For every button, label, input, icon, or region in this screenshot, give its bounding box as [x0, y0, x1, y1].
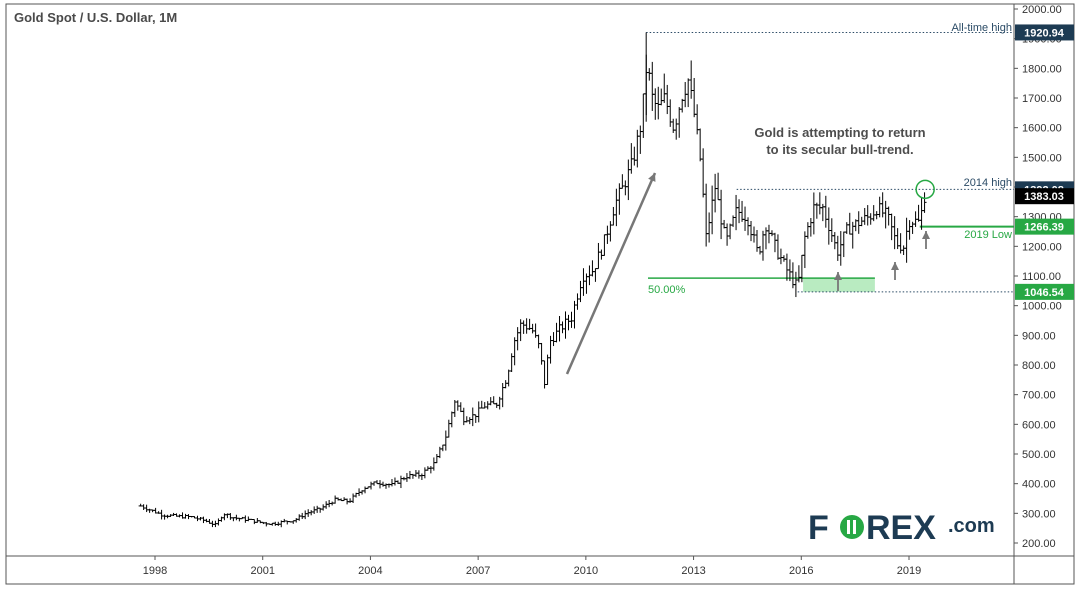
y-tick-label: 500.00 [1022, 449, 1056, 461]
y-tick-label: 1700.00 [1022, 93, 1062, 105]
low-2019-tag-bg [1015, 218, 1074, 235]
price-bars [138, 32, 927, 528]
y-tick-label: 1800.00 [1022, 63, 1062, 75]
y-tick-label: 1600.00 [1022, 123, 1062, 135]
fib-zone-fill [803, 278, 875, 292]
x-tick-label: 1998 [143, 565, 167, 577]
support-arrow-1-head [834, 272, 842, 280]
current-price-tag-bg [1015, 188, 1074, 205]
note-line-1: Gold is attempting to return [754, 125, 925, 140]
breakout-highlight-circle [915, 179, 935, 200]
x-tick-label: 2013 [681, 565, 705, 577]
y-tick-label: 200.00 [1022, 538, 1056, 550]
x-tick-label: 2007 [466, 565, 490, 577]
y-tick-label: 1100.00 [1022, 271, 1061, 283]
forex-logo: F REX .com [808, 509, 995, 547]
y-tick-label: 1000.00 [1022, 301, 1062, 313]
x-axis-ticks: 1998 2001 2004 2007 2010 2013 2016 2019 [143, 556, 921, 577]
logo-o-bar-1 [847, 520, 850, 534]
current-price-tag: 1383.03 [1024, 191, 1064, 203]
logo-o-bar-2 [853, 520, 856, 534]
all-time-high-tag-bg [1015, 24, 1074, 41]
low-2019-label: 2019 Low [964, 229, 1012, 241]
y-tick-label: 400.00 [1022, 479, 1056, 491]
note-line-2: to its secular bull-trend. [766, 142, 913, 157]
x-tick-label: 2004 [358, 565, 382, 577]
support-arrow-3-head [922, 231, 930, 239]
y-tick-label: 1500.00 [1022, 152, 1062, 164]
x-tick-label: 2016 [789, 565, 813, 577]
support-arrow-2-head [891, 262, 899, 270]
low-2019-tag: 1266.39 [1024, 222, 1064, 234]
annotation-arrows [565, 172, 930, 375]
fib-50-tag-bg [1015, 283, 1074, 300]
x-tick-label: 2001 [250, 565, 274, 577]
logo-dot-com: .com [948, 515, 995, 537]
uptrend-arrow-head [648, 173, 656, 182]
fib-50-label: 50.00% [648, 284, 686, 296]
uptrend-arrow [565, 172, 657, 375]
reference-lines [646, 31, 1014, 293]
y-tick-label: 700.00 [1022, 390, 1056, 402]
fib-50-tag: 1046.54 [1024, 287, 1065, 299]
y-tick-label: 900.00 [1022, 330, 1056, 342]
y-tick-label: 300.00 [1022, 508, 1056, 520]
all-time-high-tag: 1920.94 [1024, 27, 1065, 39]
logo-o-circle [840, 515, 864, 539]
x-tick-label: 2019 [897, 565, 921, 577]
y-axis-ticks: 200.00 300.00 400.00 500.00 600.00 700.00 800.… [1014, 4, 1062, 550]
y-tick-label: 1200.00 [1022, 241, 1062, 253]
chart-frame [5, 3, 1075, 585]
high-2014-label: 2014 high [964, 177, 1012, 189]
chart-title: Gold Spot / U.S. Dollar, 1M [14, 10, 177, 25]
logo-letters-rex: REX [866, 509, 936, 547]
y-tick-label: 800.00 [1022, 360, 1056, 372]
y-tick-label: 600.00 [1022, 419, 1056, 431]
y-tick-label: 2000.00 [1022, 4, 1062, 16]
all-time-high-label: All-time high [951, 22, 1012, 34]
logo-letter-f: F [808, 509, 829, 547]
x-tick-label: 2010 [574, 565, 598, 577]
